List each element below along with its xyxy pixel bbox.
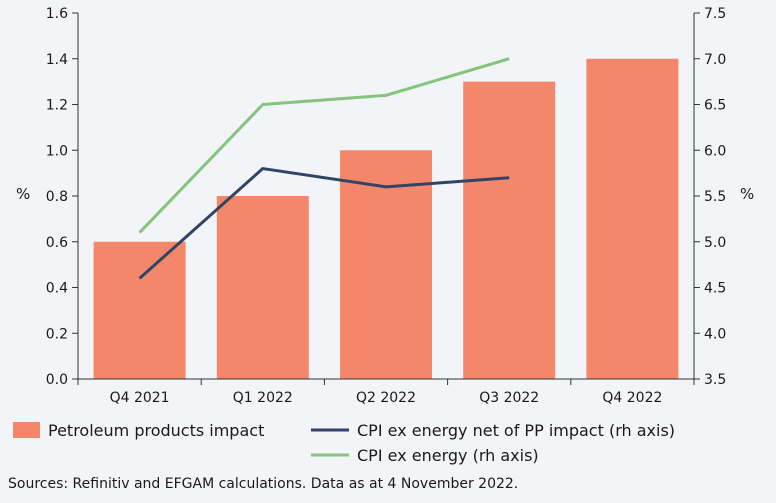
left-tick-label-3: 0.6 — [46, 235, 68, 251]
right-tick-label-5: 6.0 — [704, 143, 726, 159]
bar-petroleum-1 — [93, 241, 186, 379]
x-tick-label-2: Q1 2022 — [233, 390, 293, 406]
x-tick-label-5: Q4 2022 — [602, 390, 662, 406]
legend-label-1: Petroleum products impact — [48, 421, 264, 440]
right-tick-label-2: 4.5 — [704, 281, 726, 297]
x-tick-label-4: Q3 2022 — [479, 390, 539, 406]
left-tick-label-1: 0.2 — [46, 326, 68, 342]
series-line-1 — [138, 167, 510, 280]
legend-label-2: CPI ex energy net of PP impact (rh axis) — [357, 421, 675, 440]
left-axis-unit: % — [16, 185, 30, 203]
right-tick-label-4: 5.5 — [704, 189, 726, 205]
right-axis-unit: % — [740, 185, 754, 203]
right-tick-label-7: 7.0 — [704, 52, 726, 68]
x-tick-label-3: Q2 2022 — [356, 390, 416, 406]
bar-petroleum-3 — [340, 150, 432, 379]
bar-petroleum-2 — [216, 196, 309, 379]
right-tick-label-3: 5.0 — [704, 235, 726, 251]
legend-label-3: CPI ex energy (rh axis) — [357, 446, 539, 465]
x-tick-label-1: Q4 2021 — [110, 390, 170, 406]
chart-svg: 0.0 0.2 0.4 0.6 0.8 1.0 1.2 1.4 1.6 3.5 4.0 4.5 5.0 5… — [13, 6, 754, 465]
left-tick-label-6: 1.2 — [46, 98, 68, 114]
series-line-2 — [138, 57, 510, 234]
right-tick-label-6: 6.5 — [704, 98, 726, 114]
left-tick-label-8: 1.6 — [46, 6, 68, 22]
left-tick-label-2: 0.4 — [46, 281, 68, 297]
right-tick-label-8: 7.5 — [704, 6, 726, 22]
legend-swatch-bar — [13, 422, 40, 438]
right-tick-label-1: 4.0 — [704, 326, 726, 342]
left-tick-label-4: 0.8 — [46, 189, 68, 205]
bar-petroleum-4 — [463, 81, 556, 379]
left-tick-label-5: 1.0 — [46, 143, 68, 159]
left-tick-label-0: 0.0 — [46, 372, 68, 388]
source-note: Sources: Refinitiv and EFGAM calculation… — [8, 476, 519, 492]
right-tick-label-0: 3.5 — [704, 372, 726, 388]
left-tick-label-7: 1.4 — [46, 52, 68, 68]
bar-petroleum-5 — [586, 58, 679, 379]
